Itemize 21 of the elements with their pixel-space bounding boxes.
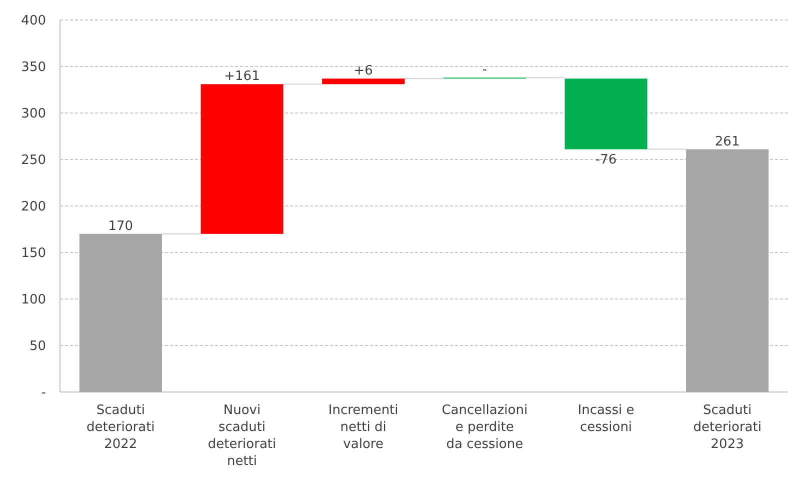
x-tick-label: Scaduti deteriorati 2023 [693, 403, 762, 452]
y-tick-label: 50 [29, 339, 46, 354]
data-label: +6 [354, 64, 373, 79]
data-label: -76 [595, 152, 617, 168]
x-tick-label: Cancellazioni e perdite da cessione [442, 403, 528, 452]
y-tick-label: 200 [21, 200, 46, 215]
x-tick-label: Incassi e cessioni [578, 403, 634, 435]
x-tick-label: Nuovi scaduti deteriorati netti [208, 403, 276, 469]
y-tick-label: 150 [21, 246, 46, 262]
y-tick-label: 400 [21, 14, 46, 29]
data-label: 261 [714, 134, 740, 150]
data-label: - [482, 62, 488, 78]
data-label: 170 [108, 218, 134, 234]
y-tick-label: 100 [21, 292, 46, 308]
y-tick-label: 250 [21, 153, 46, 168]
data-label: +161 [224, 69, 260, 84]
x-tick-label: Incrementi netti di valore [328, 403, 398, 452]
y-tick-label: 300 [21, 106, 46, 122]
y-tick-label: - [41, 386, 46, 401]
y-tick-label: 350 [21, 60, 46, 76]
x-tick-label: Scaduti deteriorati 2022 [86, 403, 155, 452]
